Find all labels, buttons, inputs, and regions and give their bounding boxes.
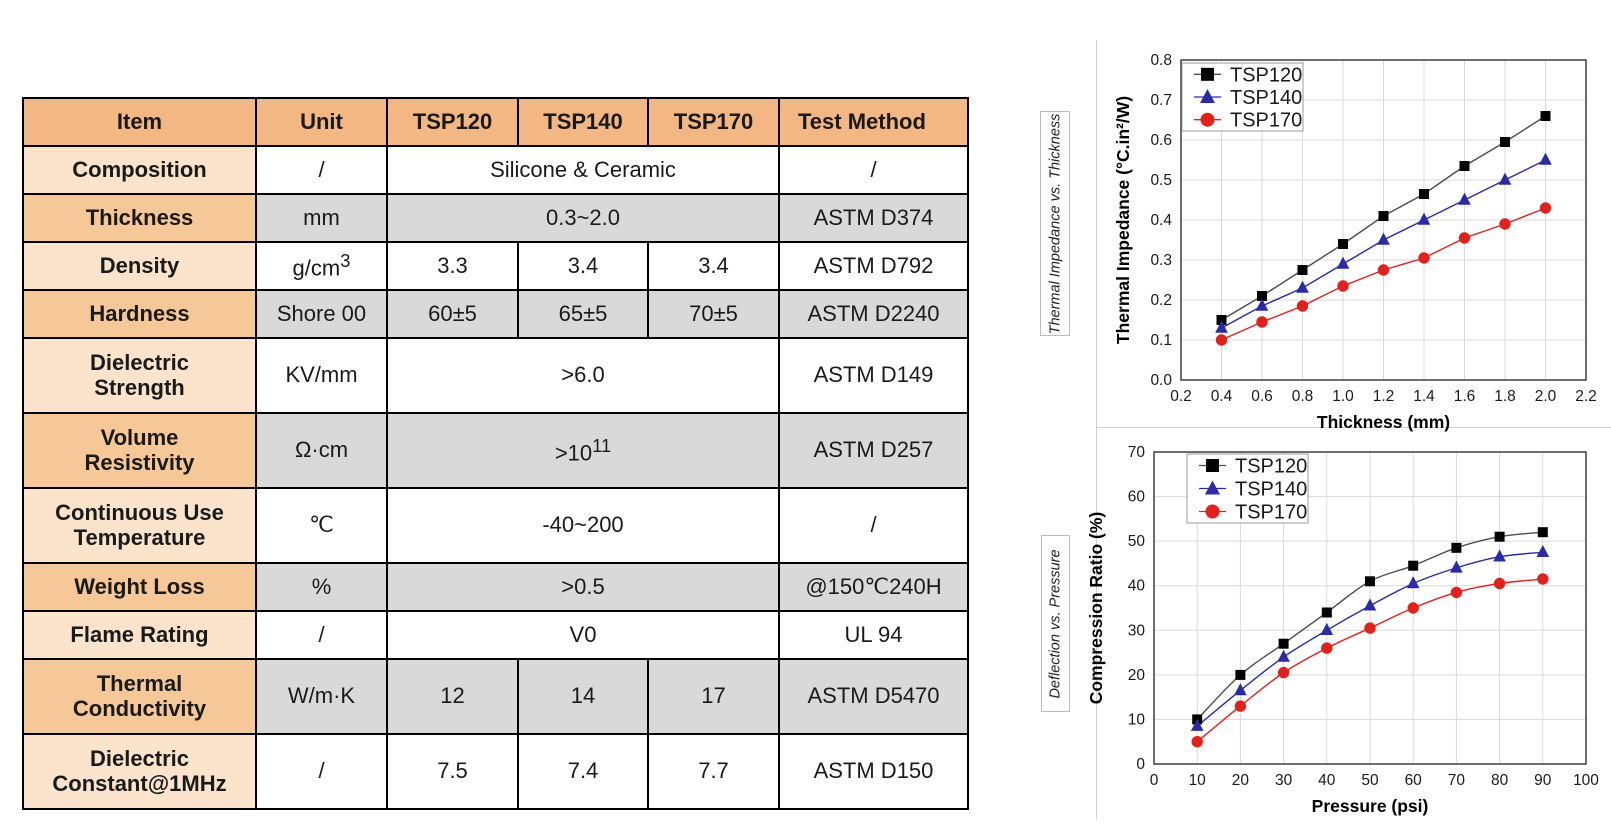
- svg-text:60: 60: [1405, 772, 1423, 789]
- svg-text:0.2: 0.2: [1150, 292, 1172, 309]
- svg-text:0.6: 0.6: [1251, 388, 1273, 405]
- svg-text:Thickness (mm): Thickness (mm): [1317, 412, 1450, 432]
- svg-text:40: 40: [1128, 578, 1146, 595]
- svg-text:70: 70: [1448, 772, 1466, 789]
- svg-text:50: 50: [1128, 533, 1146, 550]
- svg-text:30: 30: [1275, 772, 1293, 789]
- svg-text:2.0: 2.0: [1535, 388, 1557, 405]
- svg-text:TSP140: TSP140: [1235, 479, 1307, 501]
- svg-text:1.0: 1.0: [1332, 388, 1354, 405]
- svg-text:10: 10: [1128, 711, 1146, 728]
- svg-text:90: 90: [1534, 772, 1552, 789]
- svg-text:TSP120: TSP120: [1235, 456, 1307, 478]
- svg-text:100: 100: [1573, 772, 1599, 789]
- svg-text:0.1: 0.1: [1150, 332, 1172, 349]
- svg-text:50: 50: [1361, 772, 1379, 789]
- svg-text:1.4: 1.4: [1413, 388, 1435, 405]
- svg-text:1.2: 1.2: [1373, 388, 1395, 405]
- svg-text:TSP170: TSP170: [1230, 110, 1302, 132]
- svg-text:1.6: 1.6: [1454, 388, 1476, 405]
- svg-text:Pressure (psi): Pressure (psi): [1312, 796, 1429, 816]
- svg-text:0: 0: [1150, 772, 1159, 789]
- svg-text:20: 20: [1232, 772, 1250, 789]
- svg-text:30: 30: [1128, 622, 1146, 639]
- svg-text:TSP120: TSP120: [1230, 64, 1302, 86]
- svg-text:TSP170: TSP170: [1235, 502, 1307, 524]
- svg-text:0.8: 0.8: [1292, 388, 1314, 405]
- svg-text:10: 10: [1189, 772, 1207, 789]
- svg-text:0.4: 0.4: [1211, 388, 1233, 405]
- svg-text:60: 60: [1128, 489, 1146, 506]
- svg-text:TSP140: TSP140: [1230, 87, 1302, 109]
- svg-text:0.0: 0.0: [1150, 372, 1172, 389]
- svg-text:0: 0: [1136, 756, 1145, 773]
- svg-text:0.5: 0.5: [1150, 172, 1172, 189]
- svg-text:0.6: 0.6: [1150, 132, 1172, 149]
- svg-text:80: 80: [1491, 772, 1509, 789]
- svg-text:0.7: 0.7: [1150, 92, 1172, 109]
- svg-text:70: 70: [1128, 444, 1146, 461]
- svg-text:0.2: 0.2: [1170, 388, 1192, 405]
- svg-text:Compression Ratio (%): Compression Ratio (%): [1086, 512, 1106, 705]
- svg-text:Thermal Impedance (°C.in²/W): Thermal Impedance (°C.in²/W): [1113, 96, 1133, 344]
- svg-text:1.8: 1.8: [1494, 388, 1516, 405]
- svg-text:0.3: 0.3: [1150, 252, 1172, 269]
- svg-text:40: 40: [1318, 772, 1336, 789]
- svg-text:0.8: 0.8: [1150, 52, 1172, 69]
- svg-text:20: 20: [1128, 667, 1146, 684]
- svg-text:2.2: 2.2: [1575, 388, 1597, 405]
- svg-text:0.4: 0.4: [1150, 212, 1172, 229]
